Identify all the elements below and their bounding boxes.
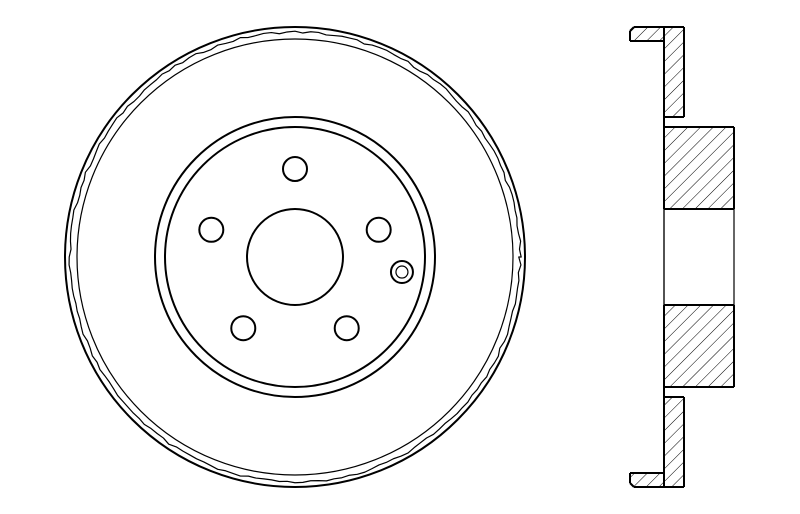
- brake-rotor-drawing: [0, 0, 800, 514]
